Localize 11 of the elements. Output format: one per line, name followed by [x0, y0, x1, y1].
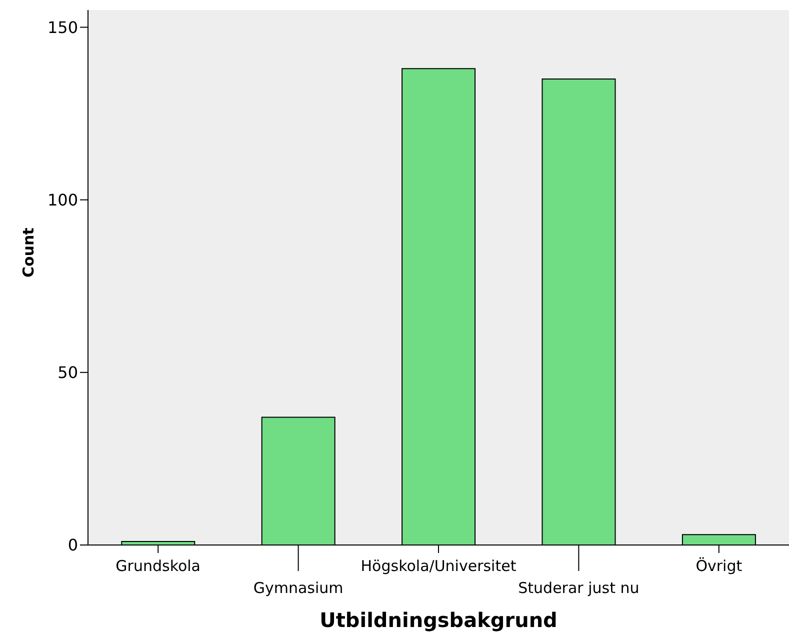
- y-tick-label: 50: [58, 363, 78, 382]
- x-tick-label: Studerar just nu: [518, 579, 640, 597]
- y-axis-title: Count: [19, 228, 38, 278]
- x-axis-title: Utbildningsbakgrund: [320, 608, 558, 632]
- y-tick-label: 0: [68, 536, 78, 555]
- y-tick-label: 100: [47, 190, 78, 210]
- x-tick-label: Övrigt: [696, 557, 742, 575]
- x-tick-label: Högskola/Universitet: [360, 557, 516, 575]
- x-tick-label: Gymnasium: [253, 579, 344, 597]
- y-tick-label: 150: [47, 18, 78, 37]
- x-tick-label: Grundskola: [116, 557, 201, 575]
